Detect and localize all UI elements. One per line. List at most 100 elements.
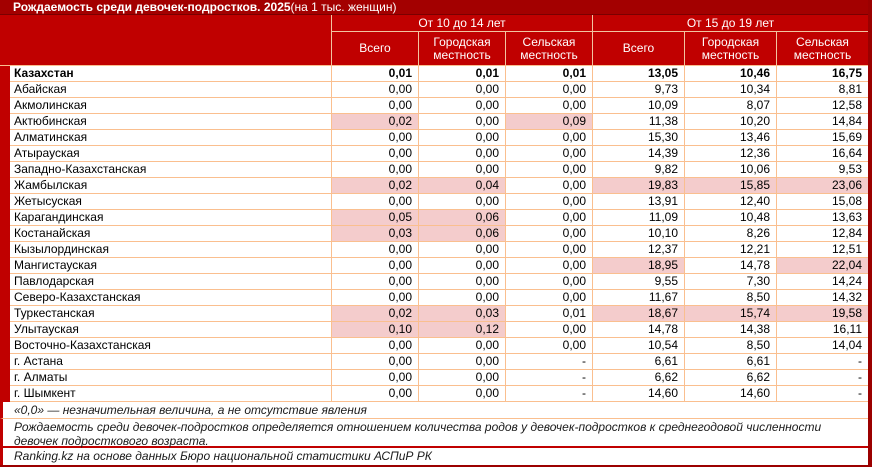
table-row: Мангистауская 0,00 0,00 0,00 18,95 14,78… [0, 258, 868, 274]
value-cell: 9,53 [777, 162, 868, 178]
value-cell: 15,30 [593, 130, 685, 146]
value-cell: 16,64 [777, 146, 868, 162]
region-name: г. Астана [10, 354, 332, 370]
value-cell: 14,84 [777, 114, 868, 130]
value-cell: 0,00 [506, 178, 593, 194]
region-name: Жамбылская [10, 178, 332, 194]
row-left-strip [0, 98, 10, 114]
value-cell: 8,81 [777, 82, 868, 98]
value-cell: 19,83 [593, 178, 685, 194]
value-cell: 0,00 [419, 290, 506, 306]
value-cell: 0,04 [419, 178, 506, 194]
column-group-label: От 15 до 19 лет [593, 15, 868, 32]
column-header-rural: Сельская местность [777, 32, 868, 65]
value-cell: 0,01 [506, 66, 593, 82]
value-cell: 6,62 [685, 370, 777, 386]
value-cell: 12,36 [685, 146, 777, 162]
value-cell: 0,00 [506, 162, 593, 178]
region-name: г. Алматы [10, 370, 332, 386]
row-left-strip [0, 146, 10, 162]
row-left-strip [0, 82, 10, 98]
value-cell: 0,00 [419, 194, 506, 210]
value-cell: 8,07 [685, 98, 777, 114]
value-cell: 13,05 [593, 66, 685, 82]
value-cell: 8,50 [685, 290, 777, 306]
value-cell: 0,00 [506, 242, 593, 258]
value-cell: 14,60 [685, 386, 777, 402]
value-cell: 0,00 [419, 130, 506, 146]
value-cell: 0,02 [332, 114, 419, 130]
value-cell: 0,12 [419, 322, 506, 338]
row-left-strip [0, 290, 10, 306]
source-line: Ranking.kz на основе данных Бюро национа… [0, 448, 868, 465]
region-name: Восточно-Казахстанская [10, 338, 332, 354]
value-cell: 8,50 [685, 338, 777, 354]
value-cell: 0,00 [419, 338, 506, 354]
row-left-strip [0, 370, 10, 386]
value-cell: 0,02 [332, 306, 419, 322]
value-cell: 11,38 [593, 114, 685, 130]
region-name: Карагандинская [10, 210, 332, 226]
value-cell: 0,05 [332, 210, 419, 226]
table-row: Жамбылская 0,02 0,04 0,00 19,83 15,85 23… [0, 178, 868, 194]
value-cell: 0,00 [419, 354, 506, 370]
table-title-units: (на 1 тыс. женщин) [290, 0, 397, 14]
value-cell: 14,04 [777, 338, 868, 354]
table-row: Жетысуская 0,00 0,00 0,00 13,91 12,40 15… [0, 194, 868, 210]
row-left-strip [0, 130, 10, 146]
region-name: Жетысуская [10, 194, 332, 210]
value-cell: 0,00 [332, 338, 419, 354]
table-row: Туркестанская 0,02 0,03 0,01 18,67 15,74… [0, 306, 868, 322]
value-cell: 10,09 [593, 98, 685, 114]
value-cell: 0,00 [419, 258, 506, 274]
value-cell: 0,00 [332, 130, 419, 146]
value-cell: 6,61 [593, 354, 685, 370]
value-cell: 13,91 [593, 194, 685, 210]
value-cell: 0,00 [506, 146, 593, 162]
region-name: Павлодарская [10, 274, 332, 290]
value-cell: 10,54 [593, 338, 685, 354]
value-cell: 0,01 [419, 66, 506, 82]
value-cell: 10,34 [685, 82, 777, 98]
value-cell: 0,00 [332, 98, 419, 114]
region-name: Атырауская [10, 146, 332, 162]
table-row: г. Астана 0,00 0,00 - 6,61 6,61 - [0, 354, 868, 370]
value-cell: 10,20 [685, 114, 777, 130]
table-title: Рождаемость среди девочек-подростков. 20… [0, 0, 868, 15]
value-cell: 13,63 [777, 210, 868, 226]
value-cell: 13,46 [685, 130, 777, 146]
row-left-strip [0, 306, 10, 322]
value-cell: - [506, 386, 593, 402]
value-cell: 0,00 [332, 370, 419, 386]
value-cell: 0,00 [332, 274, 419, 290]
value-cell: 12,58 [777, 98, 868, 114]
value-cell: 10,10 [593, 226, 685, 242]
value-cell: 0,00 [419, 162, 506, 178]
value-cell: 0,00 [332, 290, 419, 306]
row-left-strip [0, 258, 10, 274]
header-corner [0, 15, 332, 65]
value-cell: 8,26 [685, 226, 777, 242]
table-row: Атырауская 0,00 0,00 0,00 14,39 12,36 16… [0, 146, 868, 162]
value-cell: 12,84 [777, 226, 868, 242]
value-cell: 14,32 [777, 290, 868, 306]
table-header: От 10 до 14 лет Всего Городская местност… [0, 15, 868, 66]
subheader-row: Всего Городская местность Сельская местн… [332, 32, 593, 65]
value-cell: 0,00 [419, 82, 506, 98]
value-cell: 15,74 [685, 306, 777, 322]
table-row: Северо-Казахстанская 0,00 0,00 0,00 11,6… [0, 290, 868, 306]
row-left-strip [0, 242, 10, 258]
value-cell: 12,51 [777, 242, 868, 258]
table-row: Карагандинская 0,05 0,06 0,00 11,09 10,4… [0, 210, 868, 226]
value-cell: 0,00 [332, 162, 419, 178]
subheader-row: Всего Городская местность Сельская местн… [593, 32, 868, 65]
region-name: Акмолинская [10, 98, 332, 114]
value-cell: 0,00 [506, 210, 593, 226]
value-cell: 18,95 [593, 258, 685, 274]
value-cell: 0,00 [332, 354, 419, 370]
value-cell: - [777, 386, 868, 402]
region-name: Абайская [10, 82, 332, 98]
region-name: г. Шымкент [10, 386, 332, 402]
value-cell: 23,06 [777, 178, 868, 194]
value-cell: 0,00 [419, 386, 506, 402]
